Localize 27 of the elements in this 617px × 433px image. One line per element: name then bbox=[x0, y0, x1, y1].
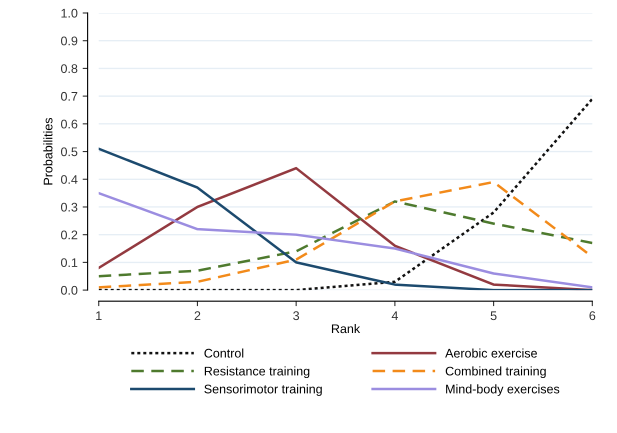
x-tick-label: 2 bbox=[194, 311, 200, 320]
x-tick-label: 3 bbox=[293, 311, 300, 320]
y-tick-label: 1.0 bbox=[61, 8, 78, 18]
x-tick-label: 1 bbox=[96, 311, 102, 320]
line-series bbox=[98, 200, 592, 278]
y-tick-label: 0.3 bbox=[61, 202, 78, 212]
x-tick-label: 5 bbox=[490, 311, 497, 320]
y-tick-label: 0.5 bbox=[61, 147, 78, 156]
y-tick-label: 0.0 bbox=[61, 286, 78, 295]
y-tick-label: 0.9 bbox=[61, 36, 78, 46]
y-tick-label: 0.8 bbox=[61, 64, 78, 74]
x-axis-title: Rank bbox=[332, 324, 360, 334]
legend-label: Aerobic exercise bbox=[445, 348, 537, 358]
y-tick-label: 0.2 bbox=[61, 230, 78, 240]
legend-label: Combined training bbox=[446, 366, 546, 378]
legend-label: Resistance training bbox=[204, 366, 310, 378]
y-tick-label: 0.7 bbox=[61, 92, 78, 101]
legend-label: Control bbox=[204, 348, 244, 358]
y-tick-label: 0.1 bbox=[61, 258, 78, 268]
legend-label: Mind-body exercises bbox=[446, 384, 560, 396]
line-series bbox=[98, 98, 592, 290]
legend-label: Sensorimotor training bbox=[204, 384, 322, 396]
x-tick-label: 6 bbox=[589, 311, 596, 320]
y-tick-label: 0.4 bbox=[61, 175, 78, 184]
y-axis-title: Probabilities bbox=[43, 118, 52, 185]
y-tick-label: 0.6 bbox=[61, 120, 78, 128]
x-tick-label: 4 bbox=[392, 311, 398, 320]
